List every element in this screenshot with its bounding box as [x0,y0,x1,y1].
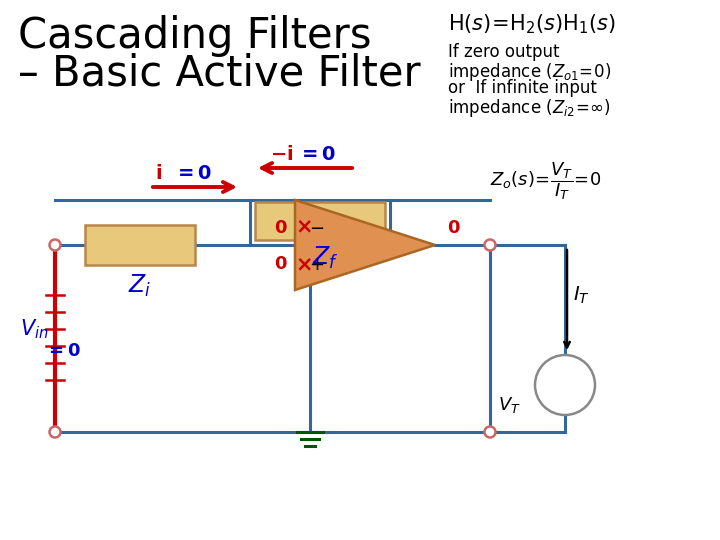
FancyBboxPatch shape [85,225,195,265]
Circle shape [535,355,595,415]
Text: $\mathbf{-i}$: $\mathbf{-i}$ [270,145,293,164]
Text: 0: 0 [447,219,459,237]
Text: $I_T$: $I_T$ [573,285,590,306]
Circle shape [50,427,60,437]
Text: or  If infinite input: or If infinite input [448,79,597,97]
Text: $Z_o(s)\!=\!\dfrac{V_T}{I_T}\!=\!0$: $Z_o(s)\!=\!\dfrac{V_T}{I_T}\!=\!0$ [490,160,602,201]
Text: $\mathbf{=0}$: $\mathbf{=0}$ [298,145,336,164]
Text: $+$: $+$ [310,256,325,274]
Text: – Basic Active Filter: – Basic Active Filter [18,53,420,95]
Circle shape [485,240,495,251]
Polygon shape [295,200,435,290]
Text: $-$: $-$ [310,218,325,236]
Text: $\mathbf{i}$: $\mathbf{i}$ [155,164,162,183]
Text: $\mathbf{\times}$: $\mathbf{\times}$ [294,217,312,237]
Text: $\mathbf{=0}$: $\mathbf{=0}$ [174,164,212,183]
FancyBboxPatch shape [255,202,385,240]
Text: If zero output: If zero output [448,43,559,61]
Text: impedance $(Z_{o1}\!=\!0)$: impedance $(Z_{o1}\!=\!0)$ [448,61,611,83]
Circle shape [50,240,60,251]
Text: $\mathbf{=0}$: $\mathbf{=0}$ [45,342,81,360]
Text: $V_T$: $V_T$ [498,395,521,415]
Text: $V_{in}$: $V_{in}$ [20,317,49,341]
Text: $Z_i$: $Z_i$ [128,273,152,299]
Text: Cascading Filters: Cascading Filters [18,15,372,57]
Text: 0: 0 [274,219,287,237]
Circle shape [485,427,495,437]
Text: impedance $(Z_{i2}\!=\!\infty)$: impedance $(Z_{i2}\!=\!\infty)$ [448,97,611,119]
Text: $Z_f$: $Z_f$ [312,245,338,271]
Text: $\mathbf{\times}$: $\mathbf{\times}$ [294,255,312,275]
Text: 0: 0 [274,255,287,273]
Text: $\mathrm{H}(s)\!=\!\mathrm{H}_2(s)\mathrm{H}_1(s)$: $\mathrm{H}(s)\!=\!\mathrm{H}_2(s)\mathr… [448,12,616,36]
